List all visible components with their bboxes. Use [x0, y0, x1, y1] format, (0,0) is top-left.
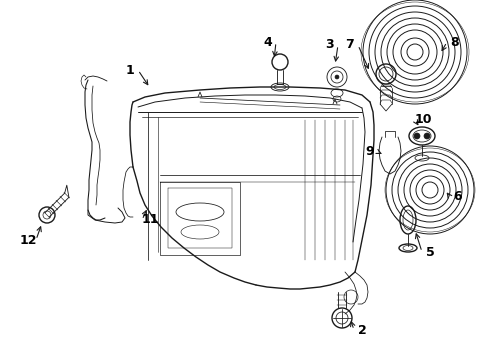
Circle shape	[423, 133, 429, 139]
Text: 11: 11	[141, 213, 159, 226]
Text: 5: 5	[425, 246, 433, 258]
Text: 8: 8	[450, 36, 458, 49]
Circle shape	[334, 75, 338, 79]
Text: 12: 12	[19, 234, 37, 247]
Text: 6: 6	[453, 190, 461, 203]
Text: 10: 10	[413, 113, 431, 126]
Text: 4: 4	[263, 36, 272, 49]
Text: 2: 2	[357, 324, 366, 337]
Text: 9: 9	[365, 145, 373, 158]
Text: 1: 1	[125, 63, 134, 77]
Text: 3: 3	[325, 39, 334, 51]
Circle shape	[413, 133, 419, 139]
Text: 7: 7	[345, 39, 354, 51]
